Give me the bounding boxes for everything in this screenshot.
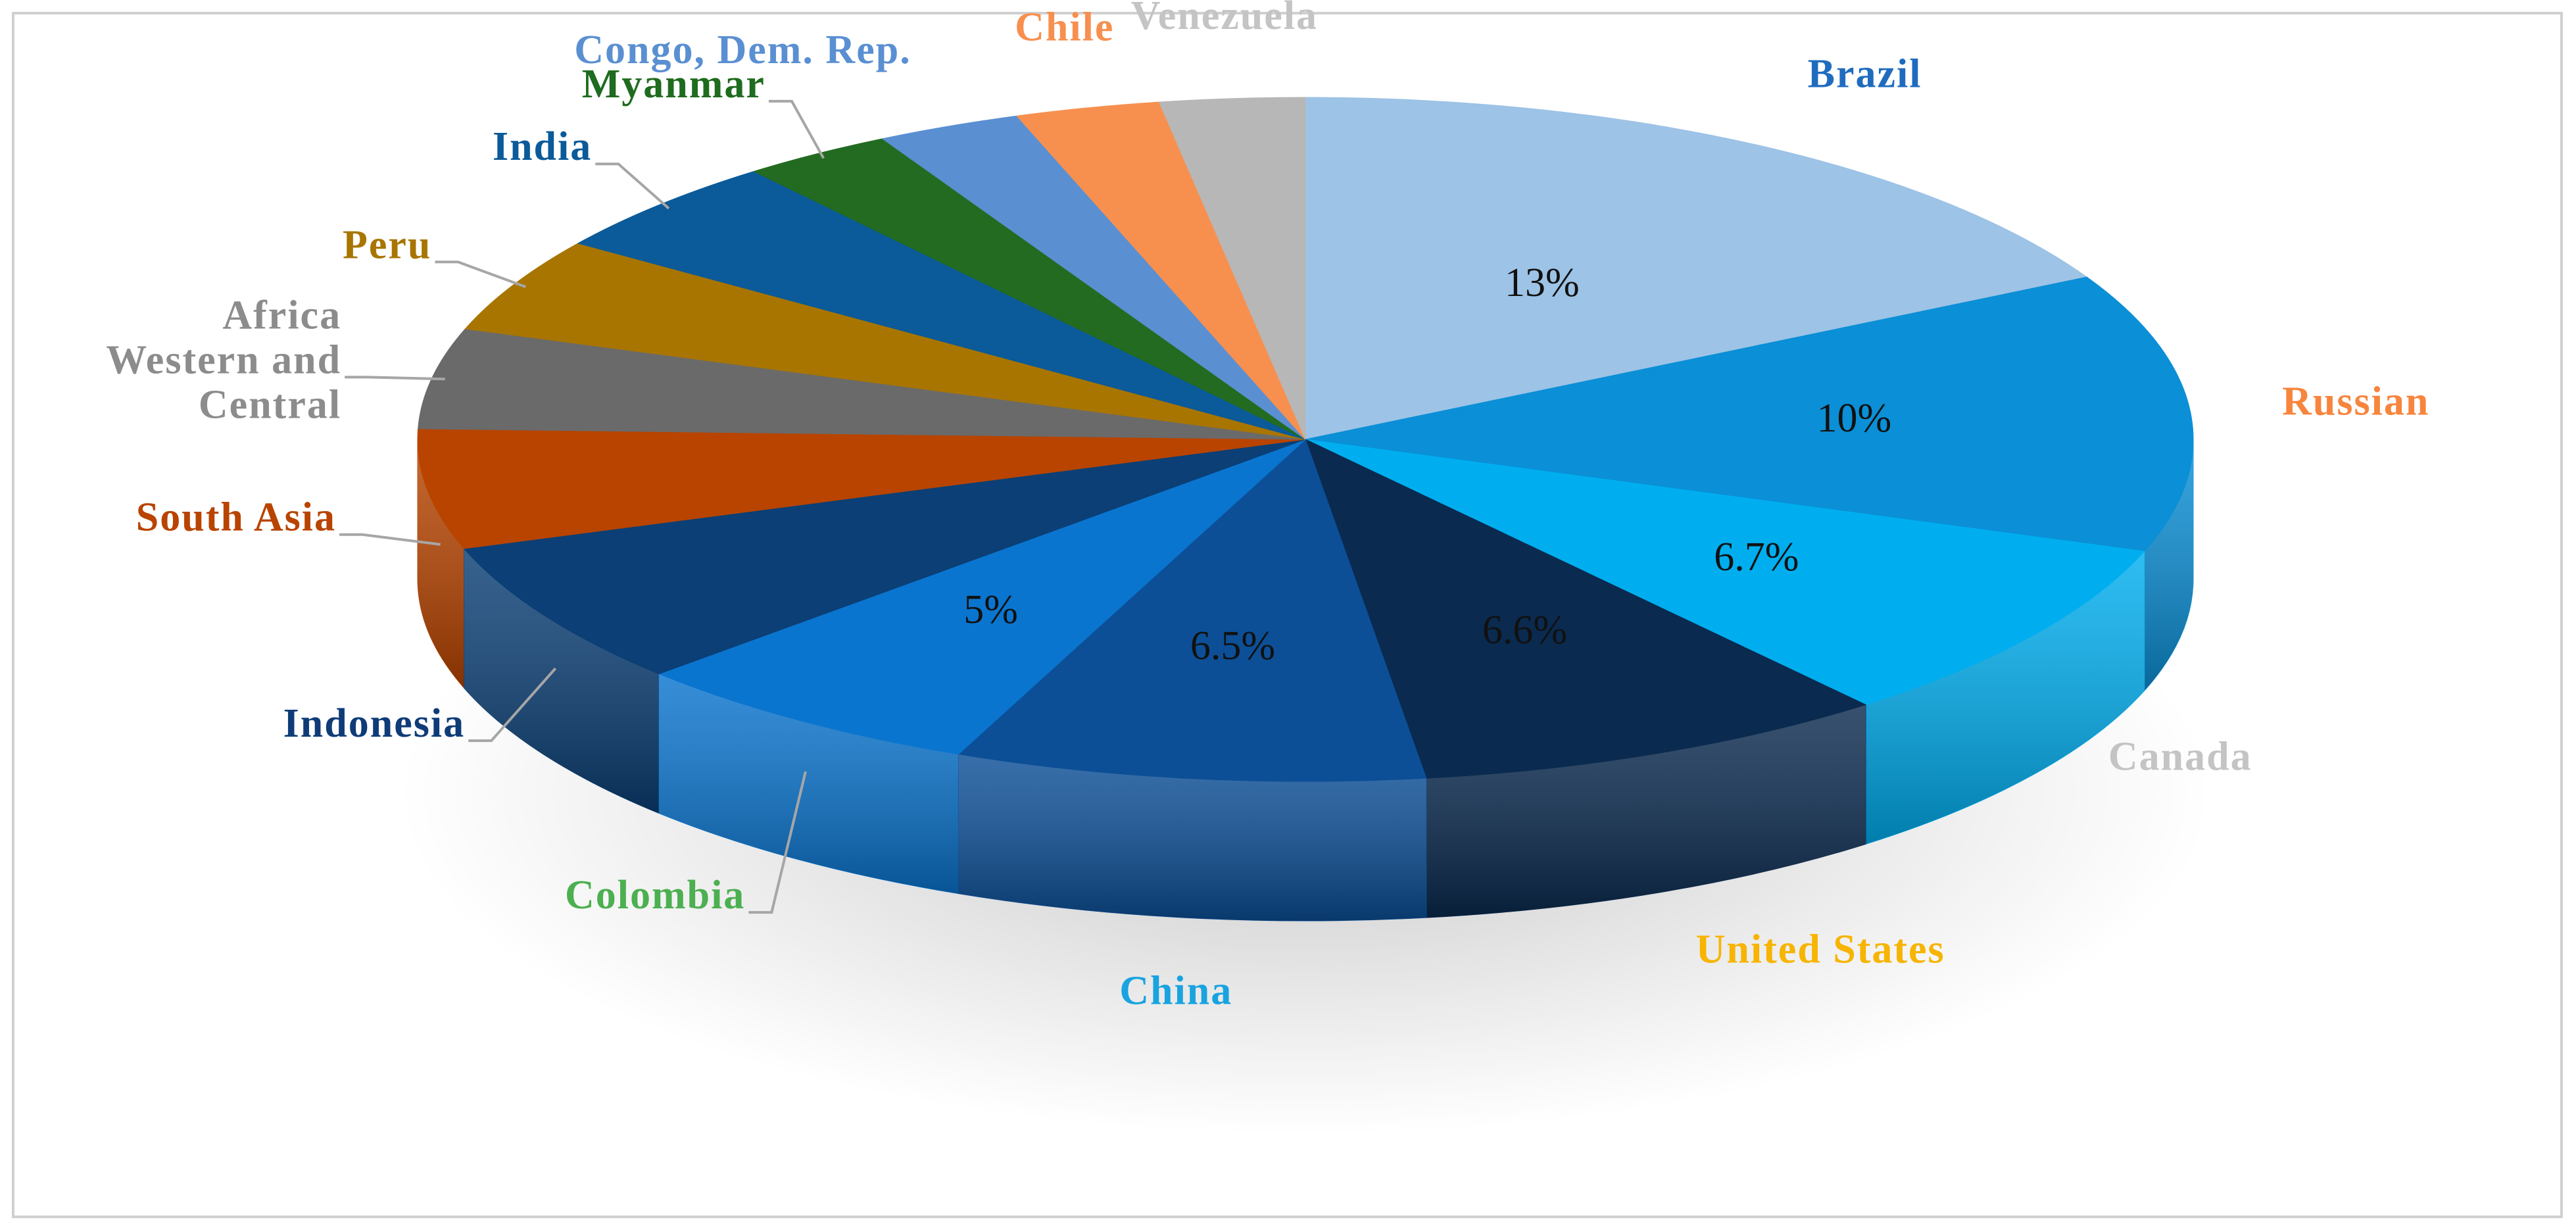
category-labels: Brazil Russian Canada United States China Col… — [106, 0, 2429, 1014]
value-label-china: 6.5% — [1190, 624, 1275, 668]
pie-side-shade-canada — [1865, 551, 2145, 845]
value-label-united-states: 6.6% — [1482, 608, 1567, 652]
pie-side-shade-united-states — [1426, 704, 1866, 918]
pie-side-shade-china — [958, 754, 1426, 921]
leader-line-peru — [435, 260, 527, 289]
leader-line-india — [595, 162, 670, 210]
category-label-peru: Peru — [343, 223, 431, 268]
pie-slice-brazil — [1305, 97, 2088, 440]
category-label-chile: Chile — [1015, 5, 1114, 50]
category-label-myanmar: Myanmar — [582, 62, 766, 107]
value-label-canada: 6.7% — [1714, 535, 1799, 579]
leader-line-indonesia — [468, 667, 557, 743]
pie-slice-south-asia — [417, 428, 1306, 549]
pie-slice-russian — [1305, 276, 2194, 552]
category-label-congo-dem-rep: Congo, Dem. Rep. — [574, 28, 911, 72]
value-label-brazil: 13% — [1505, 260, 1580, 305]
pie-top — [417, 97, 2194, 782]
category-label-indonesia: Indonesia — [283, 701, 465, 746]
pie-slice-china — [958, 439, 1427, 782]
category-label-venezuela: Venezuela — [1131, 0, 1318, 38]
category-label-russian: Russian — [2282, 380, 2429, 424]
category-label-brazil: Brazil — [1808, 52, 1922, 97]
category-label-china: China — [1119, 969, 1232, 1014]
pie-side-shade-russian — [2144, 439, 2193, 691]
category-label-africa-western-and-central: Africa Western and Central — [106, 293, 341, 428]
value-labels: 13% 10% 6.7% 6.6% 6.5% 5% — [963, 260, 1891, 668]
category-label-canada: Canada — [2108, 735, 2252, 779]
pie-side-shade-colombia — [659, 674, 959, 894]
pie-slice-venezuela — [1158, 97, 1306, 440]
category-label-united-states: United States — [1696, 927, 1945, 972]
value-label-colombia: 5% — [963, 587, 1018, 632]
pie-slice-united-states — [1305, 439, 1867, 779]
leader-line-myanmar — [768, 99, 825, 159]
leader-line-colombia — [748, 771, 807, 914]
pie-side-shade-south-asia — [418, 439, 464, 689]
pie-slice-peru — [464, 243, 1306, 440]
pie-sides — [417, 439, 2194, 922]
pie-slice-indonesia — [463, 439, 1306, 675]
leader-line-south-asia — [339, 533, 441, 546]
leader-line-africa-western-and-central — [345, 376, 445, 381]
pie-side-shade-indonesia — [464, 549, 660, 814]
category-label-india: India — [493, 124, 592, 169]
pie-slice-canada — [1305, 439, 2145, 705]
pie-slice-colombia — [658, 439, 1306, 755]
leader-lines — [339, 99, 825, 914]
category-label-colombia: Colombia — [565, 873, 745, 918]
value-label-russian: 10% — [1816, 396, 1891, 441]
category-label-south-asia: South Asia — [136, 495, 336, 540]
pie-slice-india — [577, 171, 1306, 440]
